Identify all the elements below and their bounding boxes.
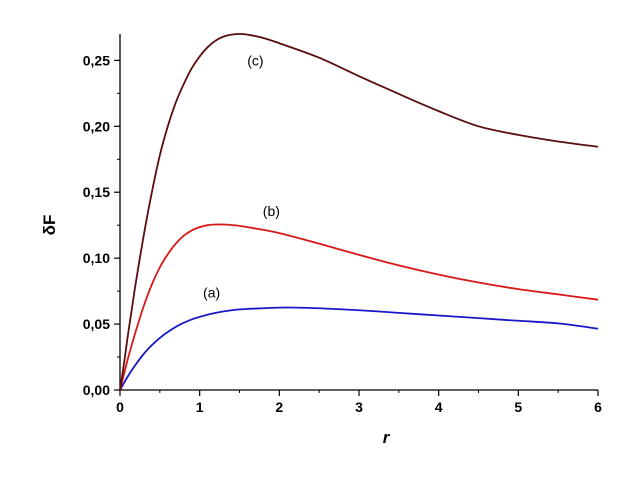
x-tick-label: 5 (514, 399, 522, 415)
y-tick-label: 0,20 (83, 118, 110, 134)
series-layer (119, 33, 599, 391)
y-tick-label: 0,15 (83, 184, 110, 200)
x-tick-label: 4 (435, 399, 443, 415)
y-tick-label: 0,00 (83, 382, 110, 398)
series-line-3 (119, 33, 599, 391)
series-label-1: (a) (203, 285, 220, 301)
axes: 0 1 2 3 4 5 6 0,00 0,05 0,10 0,15 0,20 0,25 (83, 34, 602, 415)
x-tick-label: 0 (116, 399, 124, 415)
series-line-2 (119, 223, 599, 391)
x-tick-label: 3 (355, 399, 363, 415)
series-line-1 (119, 306, 599, 391)
labels-layer: (a) (b) (c) (203, 53, 280, 301)
x-axis-title: r (383, 428, 391, 447)
y-axis-title: δF (40, 215, 59, 236)
y-tick-label: 0,25 (83, 52, 110, 68)
x-tick-label: 6 (594, 399, 602, 415)
series-label-2: (b) (263, 203, 280, 219)
y-tick-label: 0,10 (83, 250, 110, 266)
series-label-3: (c) (247, 53, 263, 69)
x-tick-label: 1 (196, 399, 204, 415)
y-tick-label: 0,05 (83, 316, 110, 332)
x-tick-label: 2 (275, 399, 283, 415)
